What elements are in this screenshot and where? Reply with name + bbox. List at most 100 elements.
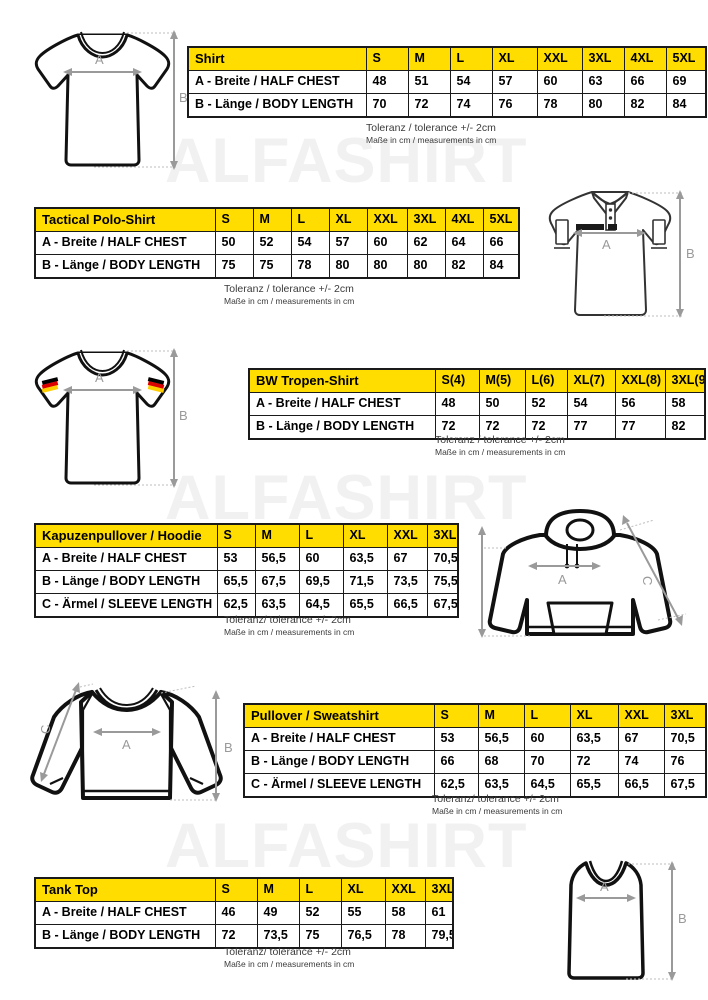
dim-label-c: C	[640, 576, 655, 585]
size-header-cell: 4XL	[444, 207, 484, 232]
measure-label: B - Länge / BODY LENGTH	[248, 415, 436, 440]
measure-value: 69	[665, 70, 707, 94]
table-title: Kapuzenpullover / Hoodie	[34, 523, 218, 548]
measure-value: 60	[536, 70, 583, 94]
measure-value: 48	[434, 392, 480, 416]
measure-value: 56,5	[254, 547, 300, 571]
measure-value: 68	[477, 750, 525, 774]
measure-label: B - Länge / BODY LENGTH	[34, 254, 216, 279]
table-row: C - Ärmel / SLEEVE LENGTH 62,5 63,5 64,5…	[34, 593, 459, 618]
measure-value: 58	[664, 392, 706, 416]
measure-value: 80	[581, 93, 625, 118]
measure-value: 74	[617, 750, 665, 774]
table-header-row: Pullover / Sweatshirt S M L XL XXL 3XL	[243, 703, 707, 728]
table-header-row: Shirt S M L XL XXL 3XL 4XL 5XL	[187, 46, 707, 71]
size-header-cell: L	[298, 523, 344, 548]
measure-value: 73,5	[386, 570, 428, 594]
tolerance-text: Toleranz / tolerance +/- 2cm	[435, 434, 565, 446]
measure-value: 62	[406, 231, 446, 255]
size-table-tactical-polo: Tactical Polo-Shirt S M L XL XXL 3XL 4XL…	[34, 207, 520, 279]
table-row: B - Länge / BODY LENGTH 65,5 67,5 69,5 7…	[34, 570, 459, 594]
measure-value: 60	[298, 547, 344, 571]
measure-value: 63,5	[569, 727, 619, 751]
size-header-cell: 3XL	[406, 207, 446, 232]
dim-label-a: A	[122, 737, 131, 752]
measure-value: 52	[252, 231, 292, 255]
table-row: A - Breite / HALF CHEST 50 52 54 57 60 6…	[34, 231, 520, 255]
size-header-cell: L	[523, 703, 571, 728]
measure-value: 61	[424, 901, 454, 925]
measure-value: 53	[433, 727, 479, 751]
dim-label-b: B	[179, 90, 188, 105]
size-header-cell: L	[298, 877, 342, 902]
table-row: A - Breite / HALF CHEST 53 56,5 60 63,5 …	[243, 727, 707, 751]
watermark-3: ALFASHIRT	[165, 811, 528, 881]
size-header-cell: XXL	[386, 523, 428, 548]
measure-value: 77	[566, 415, 616, 440]
dim-label-a: A	[95, 370, 104, 385]
measurement-unit-text: Maße in cm / measurements in cm	[224, 296, 355, 306]
size-header-cell: 5XL	[665, 46, 707, 71]
measure-value: 60	[366, 231, 408, 255]
figure-hoodie: A C	[478, 508, 706, 653]
note-tank-top: Toleranz/ tolerance +/- 2cm Maße in cm /…	[224, 946, 354, 970]
measure-value: 62,5	[216, 593, 256, 618]
measure-value: 66,5	[386, 593, 428, 618]
measure-value: 66	[482, 231, 520, 255]
measure-value: 65,5	[569, 773, 619, 798]
note-sweatshirt: Toleranz/ tolerance +/- 2cm Maße in cm /…	[432, 793, 562, 817]
size-header-cell: M	[252, 207, 292, 232]
measure-value: 48	[365, 70, 409, 94]
measure-value: 67	[386, 547, 428, 571]
measure-value: 75	[298, 924, 342, 949]
size-header-cell: 5XL	[482, 207, 520, 232]
measure-value: 57	[328, 231, 368, 255]
measure-value: 73,5	[256, 924, 300, 949]
table-row: B - Länge / BODY LENGTH 72 72 72 77 77 8…	[248, 415, 706, 440]
measure-value: 52	[524, 392, 568, 416]
table-title: BW Tropen-Shirt	[248, 368, 436, 393]
measure-value: 56,5	[477, 727, 525, 751]
size-header-cell: 3XL(9)	[664, 368, 706, 393]
dim-label-a: A	[602, 237, 611, 252]
table-title: Tank Top	[34, 877, 216, 902]
tolerance-text: Toleranz / tolerance +/- 2cm	[224, 283, 354, 295]
size-header-cell: XL	[340, 877, 386, 902]
measure-value: 84	[482, 254, 520, 279]
table-header-row: BW Tropen-Shirt S(4) M(5) L(6) XL(7) XXL…	[248, 368, 706, 393]
measure-label: A - Breite / HALF CHEST	[243, 727, 435, 751]
table-row: B - Länge / BODY LENGTH 66 68 70 72 74 7…	[243, 750, 707, 774]
table-row: A - Breite / HALF CHEST 53 56,5 60 63,5 …	[34, 547, 459, 571]
size-header-cell: L	[290, 207, 330, 232]
measure-value: 80	[328, 254, 368, 279]
measure-value: 63,5	[254, 593, 300, 618]
measure-value: 63,5	[342, 547, 388, 571]
measure-value: 46	[214, 901, 258, 925]
size-header-cell: XXL(8)	[614, 368, 666, 393]
table-block-bw-tropen: BW Tropen-Shirt S(4) M(5) L(6) XL(7) XXL…	[248, 368, 706, 440]
measure-value: 69,5	[298, 570, 344, 594]
measure-value: 72	[478, 415, 526, 440]
measure-value: 77	[614, 415, 666, 440]
size-table-tank-top: Tank Top S M L XL XXL 3XL A - Breite / H…	[34, 877, 454, 949]
measure-label: A - Breite / HALF CHEST	[34, 231, 216, 255]
measure-value: 70,5	[663, 727, 707, 751]
measure-value: 50	[478, 392, 526, 416]
table-row: C - Ärmel / SLEEVE LENGTH 62,5 63,5 64,5…	[243, 773, 707, 798]
dim-label-c: C	[38, 725, 53, 734]
measure-value: 82	[664, 415, 706, 440]
measure-value: 67	[617, 727, 665, 751]
note-shirt: Toleranz / tolerance +/- 2cm Maße in cm …	[366, 122, 496, 146]
measure-value: 79,5	[424, 924, 454, 949]
table-title: Tactical Polo-Shirt	[34, 207, 216, 232]
measure-value: 64,5	[523, 773, 571, 798]
measure-value: 55	[340, 901, 386, 925]
measure-value: 78	[290, 254, 330, 279]
dim-label-b: B	[179, 408, 188, 423]
size-header-cell: S	[214, 877, 258, 902]
measure-label: C - Ärmel / SLEEVE LENGTH	[34, 593, 218, 618]
measure-value: 50	[214, 231, 254, 255]
measure-value: 66	[623, 70, 667, 94]
measure-label: A - Breite / HALF CHEST	[248, 392, 436, 416]
